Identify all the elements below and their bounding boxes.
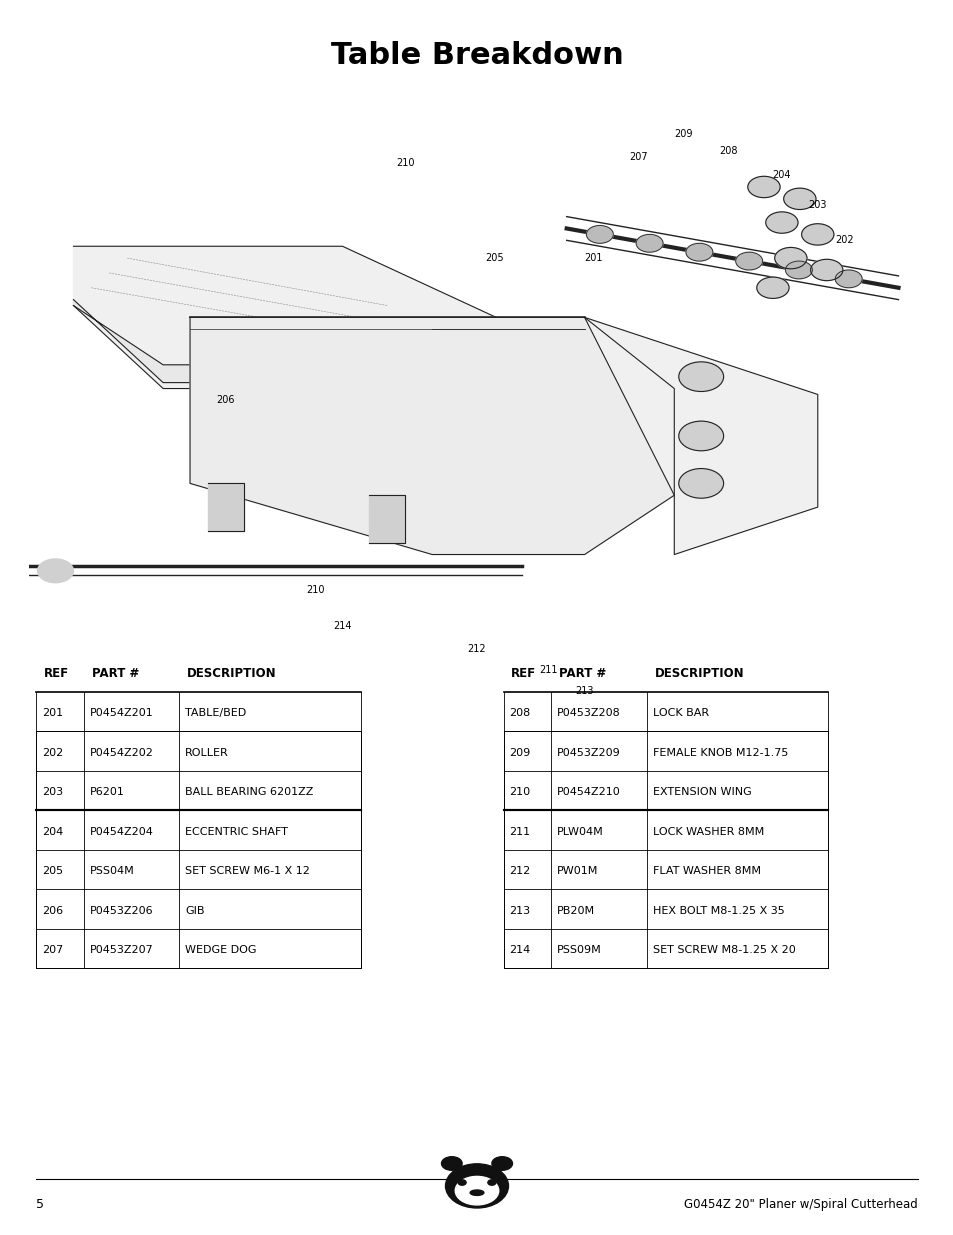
Text: HEX BOLT M8-1.25 X 35: HEX BOLT M8-1.25 X 35 — [652, 906, 783, 916]
Text: 214: 214 — [509, 946, 530, 956]
Text: SET SCREW M6-1 X 12: SET SCREW M6-1 X 12 — [185, 867, 310, 877]
Polygon shape — [73, 246, 521, 389]
Text: 202: 202 — [42, 748, 63, 758]
Text: P0453Z207: P0453Z207 — [90, 946, 153, 956]
Text: 209: 209 — [674, 128, 692, 138]
Text: 210: 210 — [395, 158, 414, 168]
Text: BALL BEARING 6201ZZ: BALL BEARING 6201ZZ — [185, 788, 314, 798]
Circle shape — [774, 247, 806, 269]
Text: 206: 206 — [42, 906, 63, 916]
Text: ROLLER: ROLLER — [185, 748, 229, 758]
Ellipse shape — [492, 1157, 512, 1171]
Text: 203: 203 — [808, 200, 826, 210]
Text: P0454Z201: P0454Z201 — [90, 709, 153, 719]
Text: LOCK BAR: LOCK BAR — [652, 709, 708, 719]
Text: 211: 211 — [509, 827, 530, 837]
Circle shape — [685, 243, 712, 261]
Text: Table Breakdown: Table Breakdown — [331, 41, 622, 70]
Circle shape — [810, 259, 842, 280]
Text: 205: 205 — [42, 867, 63, 877]
Text: 209: 209 — [509, 748, 530, 758]
Text: GIB: GIB — [185, 906, 204, 916]
Ellipse shape — [457, 1179, 466, 1186]
Circle shape — [636, 235, 662, 252]
Text: 212: 212 — [509, 867, 530, 877]
Circle shape — [679, 468, 722, 498]
Ellipse shape — [445, 1163, 508, 1208]
Text: 212: 212 — [467, 645, 486, 655]
Text: DESCRIPTION: DESCRIPTION — [187, 667, 276, 680]
Polygon shape — [190, 317, 674, 555]
Text: 210: 210 — [509, 788, 530, 798]
Text: PSS04M: PSS04M — [90, 867, 134, 877]
Text: 205: 205 — [485, 253, 504, 263]
Text: 213: 213 — [509, 906, 530, 916]
Text: P0453Z206: P0453Z206 — [90, 906, 153, 916]
Circle shape — [586, 226, 613, 243]
Text: REF: REF — [44, 667, 69, 680]
Text: 201: 201 — [42, 709, 63, 719]
Circle shape — [37, 559, 73, 583]
Text: PB20M: PB20M — [557, 906, 595, 916]
Circle shape — [735, 252, 761, 270]
Text: ECCENTRIC SHAFT: ECCENTRIC SHAFT — [185, 827, 288, 837]
Text: 211: 211 — [539, 666, 558, 676]
Circle shape — [756, 277, 788, 299]
Text: EXTENSION WING: EXTENSION WING — [652, 788, 751, 798]
Text: REF: REF — [511, 667, 536, 680]
Text: 213: 213 — [575, 685, 593, 695]
Text: 206: 206 — [216, 395, 234, 405]
Text: DESCRIPTION: DESCRIPTION — [654, 667, 743, 680]
Text: PW01M: PW01M — [557, 867, 598, 877]
Text: P0454Z202: P0454Z202 — [90, 748, 153, 758]
Text: 208: 208 — [509, 709, 530, 719]
Text: 210: 210 — [306, 585, 324, 595]
Ellipse shape — [441, 1157, 461, 1171]
Text: TABLE/BED: TABLE/BED — [185, 709, 246, 719]
Circle shape — [747, 177, 780, 198]
Polygon shape — [369, 495, 405, 542]
Text: PART #: PART # — [91, 667, 139, 680]
Text: PLW04M: PLW04M — [557, 827, 603, 837]
Text: P6201: P6201 — [90, 788, 125, 798]
Text: FEMALE KNOB M12-1.75: FEMALE KNOB M12-1.75 — [652, 748, 787, 758]
Text: P0454Z210: P0454Z210 — [557, 788, 620, 798]
Text: 204: 204 — [772, 170, 790, 180]
Text: LOCK WASHER 8MM: LOCK WASHER 8MM — [652, 827, 763, 837]
Text: 214: 214 — [333, 621, 352, 631]
Text: G0454Z 20" Planer w/Spiral Cutterhead: G0454Z 20" Planer w/Spiral Cutterhead — [683, 1198, 917, 1210]
Text: P0454Z204: P0454Z204 — [90, 827, 153, 837]
Circle shape — [784, 261, 812, 279]
Circle shape — [835, 270, 862, 288]
Text: 207: 207 — [628, 152, 647, 162]
Text: P0453Z209: P0453Z209 — [557, 748, 620, 758]
Circle shape — [801, 224, 833, 245]
Circle shape — [765, 212, 798, 233]
Text: FLAT WASHER 8MM: FLAT WASHER 8MM — [652, 867, 760, 877]
Text: 204: 204 — [42, 827, 63, 837]
Text: 5: 5 — [36, 1198, 44, 1210]
Polygon shape — [73, 300, 521, 424]
Text: P0453Z208: P0453Z208 — [557, 709, 620, 719]
Circle shape — [679, 362, 722, 391]
Text: WEDGE DOG: WEDGE DOG — [185, 946, 256, 956]
Text: 208: 208 — [719, 147, 737, 157]
Text: 207: 207 — [42, 946, 63, 956]
Circle shape — [782, 188, 815, 210]
Text: 203: 203 — [42, 788, 63, 798]
Text: SET SCREW M8-1.25 X 20: SET SCREW M8-1.25 X 20 — [652, 946, 795, 956]
Circle shape — [679, 421, 722, 451]
Ellipse shape — [487, 1179, 496, 1186]
Polygon shape — [208, 483, 244, 531]
Text: 202: 202 — [835, 236, 853, 246]
Ellipse shape — [455, 1177, 498, 1205]
Ellipse shape — [470, 1191, 483, 1195]
Polygon shape — [584, 317, 817, 555]
Text: PART #: PART # — [558, 667, 606, 680]
Text: PSS09M: PSS09M — [557, 946, 601, 956]
Text: 201: 201 — [584, 253, 602, 263]
